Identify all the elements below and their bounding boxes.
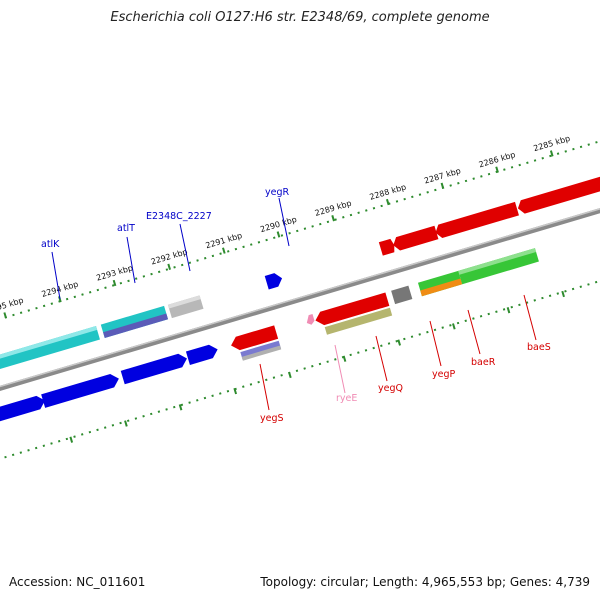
gene-label-baeS[interactable]: baeS [527,342,551,353]
gene-atlT-reverse-feature[interactable] [41,372,121,408]
kbp-label-2290: 2290 kbp [259,215,298,234]
rotated-track-group: 2295 kbp 2294 kbp 2293 kbp 2292 kbp 2291… [0,121,600,479]
gene-baeS-feature[interactable] [458,248,539,285]
genome-backbone-highlight [0,183,600,413]
kbp-label-2293: 2293 kbp [95,263,134,282]
kbp-label-2291: 2291 kbp [205,231,244,250]
gene-yegR-feature[interactable] [264,271,284,290]
gene-label-yegR[interactable]: yegR [265,187,289,198]
kbp-label-2285: 2285 kbp [532,134,571,153]
gene-yegS-feature[interactable] [229,325,279,352]
kbp-label-2292: 2292 kbp [150,247,189,266]
upper-tick-ruler [0,121,600,351]
gene-label-yegQ[interactable]: yegQ [378,383,403,394]
kbp-label-2286: 2286 kbp [478,150,517,169]
gene-label-atlT[interactable]: atlT [117,223,135,234]
gene-yegR-reverse-feature[interactable] [185,343,220,365]
gene-label-yegP[interactable]: yegP [432,369,455,380]
upper-major-ticks [3,150,554,319]
gene-label-atlK[interactable]: atlK [41,239,60,250]
gene-yegP-forward-feature[interactable] [391,225,439,252]
lower-major-ticks [69,290,565,443]
gene-label-baeR[interactable]: baeR [471,357,496,368]
gene-ryeE-forward-feature[interactable] [378,238,396,256]
gene-leader-lines [51,197,537,411]
gene-label-yegS[interactable]: yegS [260,413,284,424]
gene-ryeE-feature[interactable] [305,314,316,326]
gene-atlK-feature[interactable] [0,326,100,373]
kbp-label-2289: 2289 kbp [314,199,353,218]
topology-text: Topology: circular; Length: 4,965,553 bp… [260,575,590,589]
gene-label-E2348C_2227[interactable]: E2348C_2227 [146,211,212,222]
accession-text: Accession: NC_011601 [9,575,146,589]
gene-E2348C-reverse-feature[interactable] [120,352,189,385]
kbp-label-2288: 2288 kbp [368,182,407,201]
gene-baeS-forward-feature[interactable] [516,171,600,215]
gene-yegP-feature[interactable] [391,285,413,305]
lower-tick-ruler [0,249,600,479]
gene-baeR-forward-feature[interactable] [433,201,519,240]
map-title: Escherichia coli O127:H6 str. E2348/69, … [110,10,490,25]
gene-label-ryeE[interactable]: ryeE [336,393,357,404]
gene-E2348C_2227-feature[interactable] [167,295,204,319]
kbp-label-2287: 2287 kbp [423,166,462,185]
gene-atlK-reverse-feature[interactable] [0,394,47,427]
gene-yegQ-feature[interactable] [313,292,390,327]
